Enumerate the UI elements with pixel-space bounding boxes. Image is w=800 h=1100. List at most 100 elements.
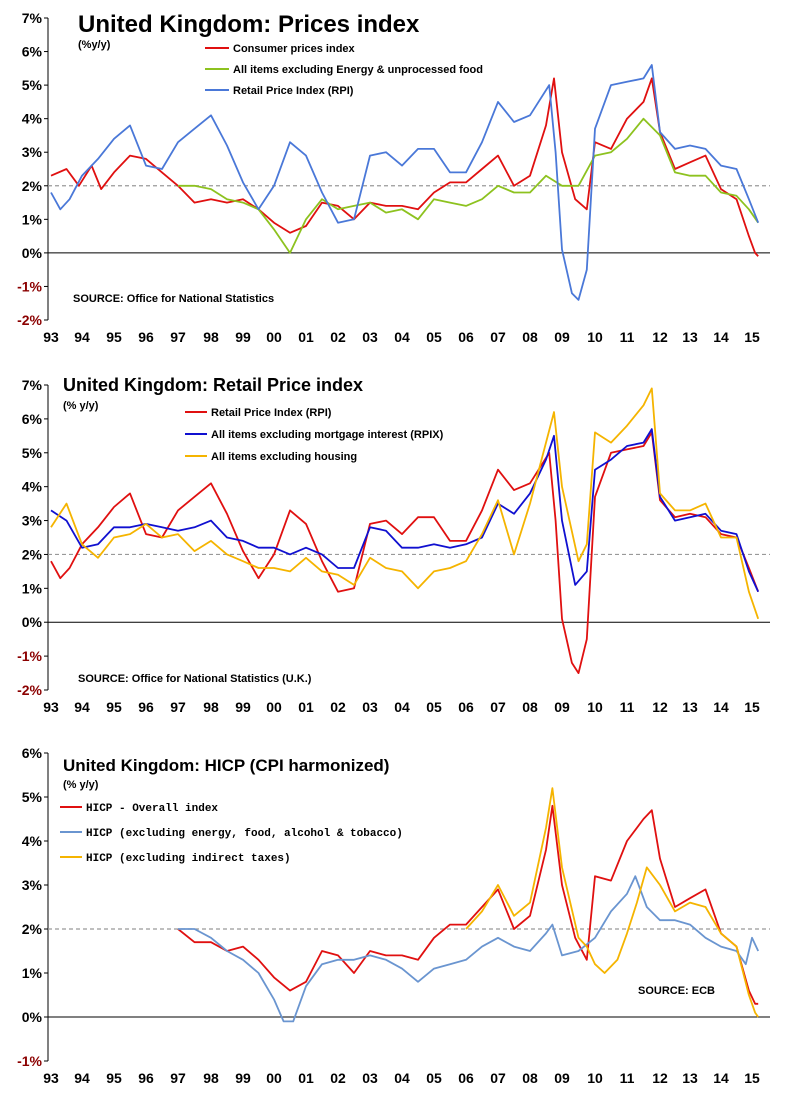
chart-title: United Kingdom: Retail Price index xyxy=(63,375,363,395)
x-tick-label: 01 xyxy=(298,329,314,345)
y-tick-label: 6% xyxy=(22,411,43,427)
x-tick-label: 97 xyxy=(170,699,186,715)
x-tick-label: 00 xyxy=(266,329,282,345)
y-tick-label: 0% xyxy=(22,245,43,261)
y-tick-label: 1% xyxy=(22,211,43,227)
y-tick-label: 3% xyxy=(22,513,43,529)
x-tick-label: 94 xyxy=(74,1070,90,1086)
y-tick-label: 7% xyxy=(22,10,43,26)
series-line-3 xyxy=(465,787,759,1018)
chart-panel-3: -1% 0% 1% 2% 3% 4% 5% 6% 93 94 95 96 97 98 99 00 01 02 03 0… xyxy=(17,745,770,1086)
x-tick-label: 07 xyxy=(490,1070,506,1086)
x-tick-label: 05 xyxy=(426,699,442,715)
x-tick-label: 93 xyxy=(43,1070,59,1086)
y-tick-label: 6% xyxy=(22,44,43,60)
x-tick-label: 96 xyxy=(138,329,154,345)
x-tick-label: 07 xyxy=(490,699,506,715)
x-tick-label: 09 xyxy=(554,699,570,715)
x-tick-label: 09 xyxy=(554,1070,570,1086)
x-tick-label: 12 xyxy=(652,329,668,345)
x-tick-label: 97 xyxy=(170,329,186,345)
x-tick-label: 14 xyxy=(713,329,729,345)
x-tick-label: 02 xyxy=(330,699,346,715)
series-line-1 xyxy=(50,431,760,674)
y-tick-label: -1% xyxy=(17,648,42,664)
x-tick-label: 06 xyxy=(458,329,474,345)
x-tick-label: 99 xyxy=(235,699,251,715)
x-tick-label: 11 xyxy=(620,1070,635,1086)
y-tick-label: 3% xyxy=(22,877,43,893)
legend-label: All items excluding Energy & unprocessed… xyxy=(233,64,483,76)
y-tick-label: 0% xyxy=(22,614,43,630)
y-tick-label: 4% xyxy=(22,111,43,127)
x-tick-label: 08 xyxy=(522,699,538,715)
x-tick-label: 98 xyxy=(203,1070,219,1086)
y-tick-label: 2% xyxy=(22,178,43,194)
y-tick-label: 2% xyxy=(22,546,43,562)
y-tick-label: 7% xyxy=(22,377,43,393)
x-tick-label: 02 xyxy=(330,1070,346,1086)
x-tick-label: 10 xyxy=(587,1070,603,1086)
chart-subtitle: (%y/y) xyxy=(78,39,111,51)
chart-subtitle: (% y/y) xyxy=(63,400,99,412)
x-tick-label: 94 xyxy=(74,329,90,345)
x-tick-label: 95 xyxy=(106,329,122,345)
y-tick-label: 3% xyxy=(22,144,43,160)
legend-label: All items excluding housing xyxy=(211,451,357,463)
y-tick-label: 4% xyxy=(22,479,43,495)
legend-label: HICP (excluding energy, food, alcohol & … xyxy=(86,828,403,840)
x-tick-label: 08 xyxy=(522,1070,538,1086)
x-tick-label: 93 xyxy=(43,699,59,715)
x-tick-label: 02 xyxy=(330,329,346,345)
x-tick-label: 04 xyxy=(394,699,410,715)
series-line-2 xyxy=(178,117,759,254)
series-line-3 xyxy=(50,64,760,301)
y-tick-label: 1% xyxy=(22,965,43,981)
y-tick-label: 4% xyxy=(22,833,43,849)
x-tick-label: 15 xyxy=(744,329,760,345)
x-tick-label: 04 xyxy=(394,329,410,345)
x-tick-label: 14 xyxy=(713,1070,729,1086)
x-tick-label: 12 xyxy=(652,699,668,715)
source-note: SOURCE: Office for National Statistics (… xyxy=(78,673,312,685)
legend-label: Consumer prices index xyxy=(233,43,356,55)
x-tick-label: 08 xyxy=(522,329,538,345)
y-tick-label: 6% xyxy=(22,745,43,761)
y-tick-label: 5% xyxy=(22,789,43,805)
x-tick-label: 94 xyxy=(74,699,90,715)
x-tick-label: 01 xyxy=(298,699,314,715)
x-tick-label: 99 xyxy=(235,329,251,345)
legend-label: HICP (excluding indirect taxes) xyxy=(86,853,291,865)
y-tick-label: -1% xyxy=(17,278,42,294)
x-tick-label: 96 xyxy=(138,699,154,715)
x-tick-label: 15 xyxy=(744,699,760,715)
x-tick-label: 14 xyxy=(713,699,729,715)
chart-panel-2: -2% -1% 0% 1% 2% 3% 4% 5% 6% 7% 93 94 95 96 97 98 99 00 01… xyxy=(17,375,770,715)
x-tick-label: 98 xyxy=(203,699,219,715)
x-tick-label: 95 xyxy=(106,699,122,715)
x-tick-label: 06 xyxy=(458,1070,474,1086)
source-note: SOURCE: ECB xyxy=(638,985,715,997)
x-tick-label: 06 xyxy=(458,699,474,715)
series-line-1 xyxy=(177,804,759,1005)
chart-title: United Kingdom: Prices index xyxy=(78,11,420,38)
series-line-3 xyxy=(50,387,760,620)
x-tick-label: 07 xyxy=(490,329,506,345)
x-tick-label: 15 xyxy=(744,1070,760,1086)
y-tick-label: 2% xyxy=(22,921,43,937)
y-tick-label: -2% xyxy=(17,312,42,328)
x-tick-label: 00 xyxy=(266,1070,282,1086)
legend-label: Retail Price Index (RPI) xyxy=(233,85,354,97)
y-tick-label: 0% xyxy=(22,1009,43,1025)
x-tick-label: 96 xyxy=(138,1070,154,1086)
x-tick-label: 11 xyxy=(620,329,635,345)
x-tick-label: 05 xyxy=(426,1070,442,1086)
source-note: SOURCE: Office for National Statistics xyxy=(73,293,274,305)
y-tick-label: 1% xyxy=(22,580,43,596)
x-tick-label: 03 xyxy=(362,329,378,345)
series-line-2 xyxy=(178,875,760,1023)
y-tick-label: -1% xyxy=(17,1053,42,1069)
series-line-2 xyxy=(50,428,760,593)
y-tick-label: 5% xyxy=(22,445,43,461)
x-tick-label: 95 xyxy=(106,1070,122,1086)
